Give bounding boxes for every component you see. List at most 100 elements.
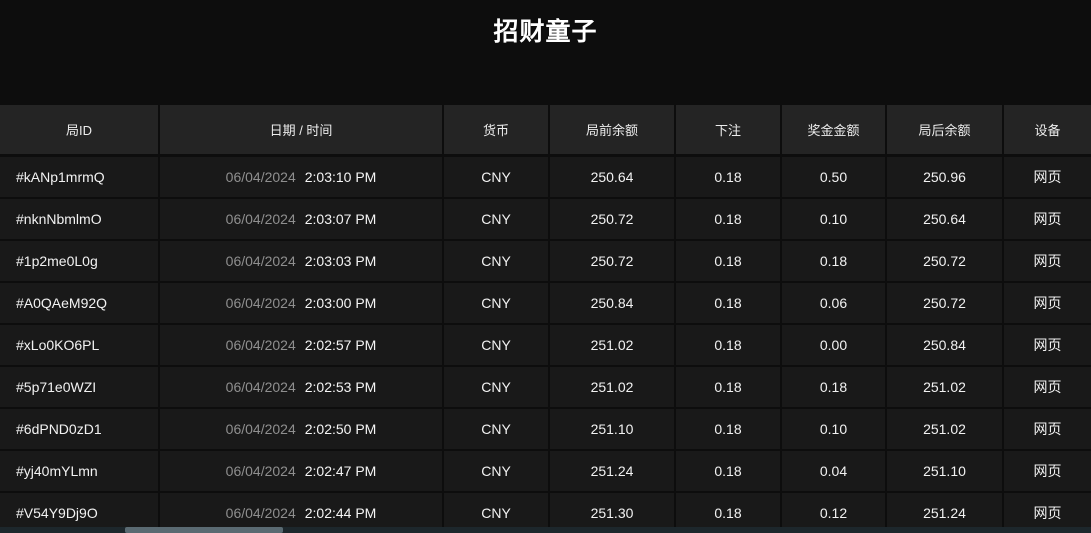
currency-cell: CNY [444,157,550,199]
currency-cell: CNY [444,409,550,451]
round-id-cell: #6dPND0zD1 [0,409,160,451]
round-time: 2:02:44 PM [304,505,377,521]
prize-amount: 0.18 [819,379,848,395]
currency-cell: CNY [444,283,550,325]
currency: CNY [481,463,511,479]
balance-after-cell: 251.10 [887,451,1004,493]
page-title: 招财童子 [493,18,598,46]
balance-before: 250.84 [590,295,634,311]
round-id-cell: #nknNbmlmO [0,199,160,241]
prize-amount: 0.18 [819,253,848,269]
balance-after: 251.24 [923,505,966,521]
round-time: 2:03:00 PM [304,295,377,311]
currency-cell: CNY [444,199,550,241]
device-type: 网页 [1033,253,1062,269]
balance-before-cell: 251.02 [550,325,676,367]
device-cell: 网页 [1004,157,1091,199]
currency-cell: CNY [444,325,550,367]
horizontal-scrollbar-track[interactable] [0,527,1091,533]
balance-after-cell: 251.02 [887,367,1004,409]
currency: CNY [481,379,511,395]
prize-amount: 0.50 [819,169,848,185]
round-id: #xLo0KO6PL [16,337,100,353]
table-row: #V54Y9Dj9O 06/04/2024 2:02:44 PM CNY 251… [0,493,1091,533]
prize-cell: 0.06 [782,283,887,325]
prize-cell: 0.00 [782,325,887,367]
round-id-cell: #5p71e0WZI [0,367,160,409]
device-type: 网页 [1033,169,1062,185]
balance-before: 250.72 [590,211,634,227]
balance-before: 250.64 [590,169,634,185]
device-cell: 网页 [1004,409,1091,451]
round-time: 2:02:47 PM [304,463,377,479]
datetime-cell: 06/04/2024 2:02:44 PM [160,493,444,533]
balance-after-cell: 250.84 [887,325,1004,367]
device-type: 网页 [1033,505,1062,521]
balance-before: 251.02 [590,337,634,353]
round-id: #V54Y9Dj9O [16,505,98,521]
balance-after: 251.10 [923,463,966,479]
currency: CNY [481,169,511,185]
table-row: #5p71e0WZI 06/04/2024 2:02:53 PM CNY 251… [0,367,1091,409]
round-time: 2:03:03 PM [304,253,377,269]
table-row: #xLo0KO6PL 06/04/2024 2:02:57 PM CNY 251… [0,325,1091,367]
round-date: 06/04/2024 [225,295,296,311]
bet-cell: 0.18 [676,409,782,451]
column-header-bet: 下注 [676,105,782,157]
datetime-cell: 06/04/2024 2:02:53 PM [160,367,444,409]
bet-cell: 0.18 [676,325,782,367]
column-header-device: 设备 [1004,105,1091,157]
device-type: 网页 [1033,463,1062,479]
round-id: #1p2me0L0g [16,253,98,269]
horizontal-scrollbar-thumb[interactable] [125,527,283,533]
prize-amount: 0.06 [819,295,848,311]
bet-amount: 0.18 [714,379,742,395]
bet-cell: 0.18 [676,367,782,409]
bet-amount: 0.18 [714,295,742,311]
balance-after: 251.02 [923,421,966,437]
datetime-cell: 06/04/2024 2:03:10 PM [160,157,444,199]
bet-amount: 0.18 [714,211,742,227]
prize-cell: 0.10 [782,199,887,241]
bet-amount: 0.18 [714,337,742,353]
prize-amount: 0.00 [819,337,848,353]
balance-after-cell: 251.02 [887,409,1004,451]
table-row: #1p2me0L0g 06/04/2024 2:03:03 PM CNY 250… [0,241,1091,283]
balance-before-cell: 251.02 [550,367,676,409]
balance-after: 250.72 [923,295,966,311]
round-id: #yj40mYLmn [16,463,98,479]
balance-after: 250.84 [923,337,966,353]
device-type: 网页 [1033,421,1062,437]
table-row: #6dPND0zD1 06/04/2024 2:02:50 PM CNY 251… [0,409,1091,451]
prize-amount: 0.04 [819,463,848,479]
balance-after: 251.02 [923,379,966,395]
column-header-balance-after: 局后余额 [887,105,1004,157]
currency: CNY [481,211,511,227]
currency-cell: CNY [444,241,550,283]
round-id: #6dPND0zD1 [16,421,102,437]
round-date: 06/04/2024 [225,169,296,185]
currency: CNY [481,337,511,353]
balance-after-cell: 251.24 [887,493,1004,533]
device-cell: 网页 [1004,241,1091,283]
round-time: 2:02:53 PM [304,379,377,395]
round-id-cell: #kANp1mrmQ [0,157,160,199]
device-cell: 网页 [1004,493,1091,533]
balance-before-cell: 250.84 [550,283,676,325]
prize-cell: 0.18 [782,367,887,409]
bet-cell: 0.18 [676,451,782,493]
balance-before-cell: 250.64 [550,157,676,199]
currency: CNY [481,295,511,311]
column-header-balance-before: 局前余额 [550,105,676,157]
balance-before-cell: 251.10 [550,409,676,451]
prize-cell: 0.10 [782,409,887,451]
datetime-cell: 06/04/2024 2:02:47 PM [160,451,444,493]
table-row: #nknNbmlmO 06/04/2024 2:03:07 PM CNY 250… [0,199,1091,241]
bet-amount: 0.18 [714,505,742,521]
bet-amount: 0.18 [714,463,742,479]
prize-cell: 0.04 [782,451,887,493]
round-date: 06/04/2024 [225,337,296,353]
bet-cell: 0.18 [676,283,782,325]
round-id: #kANp1mrmQ [16,169,105,185]
